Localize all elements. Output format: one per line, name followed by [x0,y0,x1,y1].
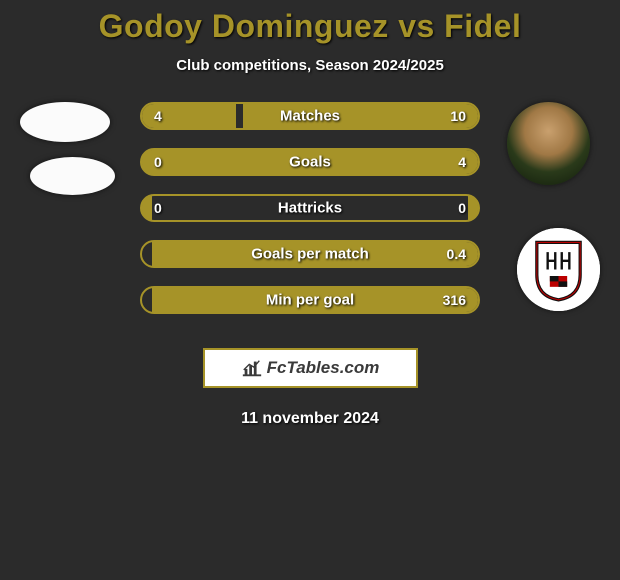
comparison-area: 4 10 Matches 0 4 Goals 0 0 Hattricks 0.4 Goals per… [0,102,620,342]
stat-row: 0 4 Goals [140,148,480,176]
stat-value-left: 0 [154,200,162,216]
stat-value-right: 316 [443,292,466,308]
face-icon [507,102,590,185]
page-subtitle: Club competitions, Season 2024/2025 [0,57,620,74]
chart-icon [241,358,263,378]
fidel-avatar [507,102,590,185]
page-title: Godoy Dominguez vs Fidel [0,0,620,45]
stat-label: Goals per match [251,246,369,263]
stat-label: Min per goal [266,292,354,309]
stat-fill-left [142,150,152,174]
stat-fill-left [142,196,152,220]
stat-value-right: 4 [458,154,466,170]
stat-value-right: 10 [450,108,466,124]
fidel-club-badge [517,228,600,311]
godoy-club-badge [30,157,115,195]
stat-label: Matches [280,108,340,125]
stat-value-right: 0 [458,200,466,216]
brand-box[interactable]: FcTables.com [203,348,418,388]
stat-row: 0.4 Goals per match [140,240,480,268]
stat-value-right: 0.4 [447,246,466,262]
stat-fill-right [243,104,478,128]
stat-fill-right [468,196,478,220]
stat-bars: 4 10 Matches 0 4 Goals 0 0 Hattricks 0.4 Goals per… [140,102,480,332]
stat-row: 0 0 Hattricks [140,194,480,222]
stat-label: Hattricks [278,200,342,217]
brand-text: FcTables.com [267,358,380,378]
stat-label: Goals [289,154,331,171]
stat-value-left: 4 [154,108,162,124]
stat-row: 4 10 Matches [140,102,480,130]
godoy-dominguez-avatar [20,102,110,142]
stat-row: 316 Min per goal [140,286,480,314]
stat-value-left: 0 [154,154,162,170]
date-text: 11 november 2024 [0,410,620,428]
crest-icon [517,228,600,311]
